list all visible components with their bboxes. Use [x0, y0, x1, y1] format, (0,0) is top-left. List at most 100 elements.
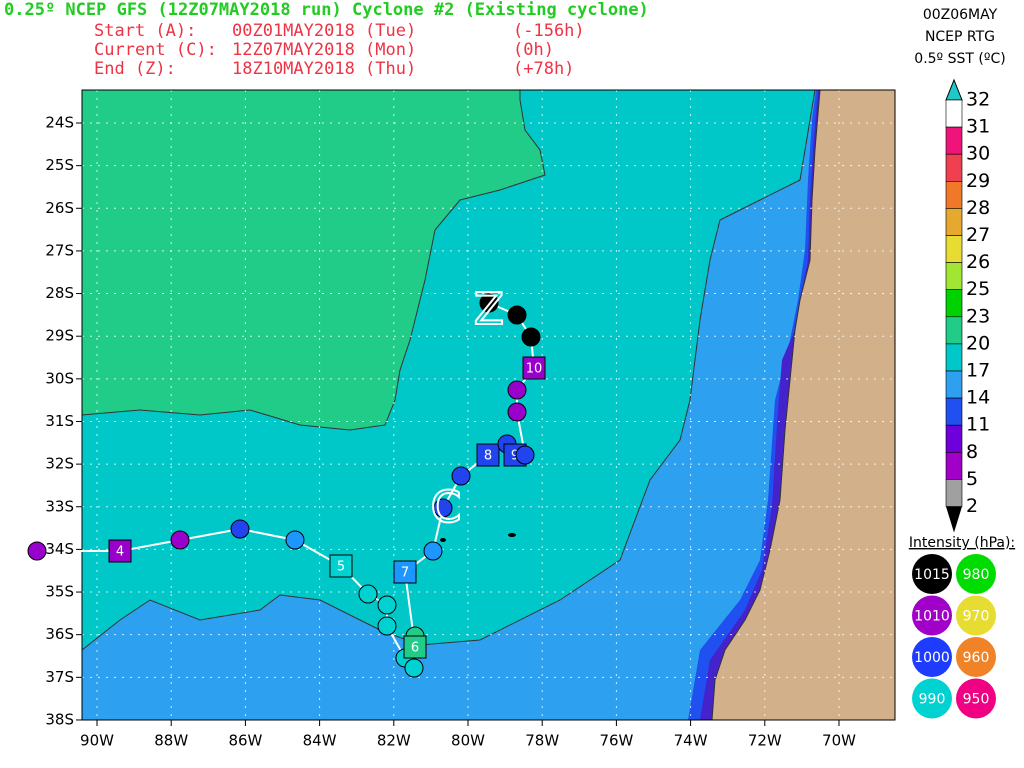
track-square	[393, 560, 417, 584]
lon-label: 86W	[228, 732, 262, 750]
track-square	[476, 443, 500, 467]
header-label: Start (A):	[94, 21, 196, 41]
track-label: 10	[526, 362, 543, 377]
sst-20-23	[82, 90, 546, 431]
colorbar-box	[945, 479, 963, 507]
track-square	[403, 635, 427, 659]
grid	[82, 90, 895, 721]
track-point	[377, 616, 397, 636]
lat-label: 31S	[45, 412, 74, 430]
intensity-legend: 1015 980 1010 970 1000 960 990 950	[912, 554, 996, 719]
track-point	[358, 584, 378, 604]
track: 4 5 6 7 8 9 10 C Z	[27, 283, 546, 678]
colorbar-label: 23	[966, 305, 990, 327]
colorbar-label: 25	[966, 278, 990, 300]
intensity-swatch	[912, 595, 952, 636]
header-offset: (+78h)	[513, 59, 574, 79]
track-label: 7	[401, 566, 409, 581]
track-point	[507, 380, 527, 400]
lon-label: 74W	[674, 732, 708, 750]
track-point	[507, 402, 527, 422]
colorbar-label: 8	[966, 441, 978, 463]
lon-label: 78W	[525, 732, 559, 750]
lon-label: 88W	[154, 732, 188, 750]
intensity-label: 990	[919, 692, 946, 708]
header-time: 18Z10MAY2018 (Thu)	[232, 59, 416, 79]
lon-label: 82W	[377, 732, 411, 750]
colorbar-label: 17	[966, 360, 990, 382]
intensity-swatch	[912, 637, 952, 677]
colorbar-label: 32	[966, 89, 990, 111]
track-point	[404, 658, 424, 678]
lon-label: 70W	[822, 732, 856, 750]
track-point	[507, 305, 527, 325]
lat-label: 29S	[45, 327, 74, 345]
colorbar: 32 31 30 29 28 27 26 25 23 20 17 14 11 8 5 2	[945, 78, 990, 533]
colorbar-box	[945, 343, 963, 372]
intensity-swatch	[912, 678, 952, 719]
track-square	[108, 539, 132, 563]
lat-label: 32S	[45, 455, 74, 473]
track-label: 4	[116, 545, 124, 560]
lat-label: 27S	[45, 241, 74, 259]
colorbar-label: 31	[966, 116, 990, 138]
lat-label: 34S	[45, 540, 74, 558]
track-point	[479, 293, 499, 313]
colorbar-label: 27	[966, 224, 990, 246]
colorbar-box	[945, 262, 963, 291]
track-point	[285, 530, 305, 550]
intensity-swatch	[956, 595, 996, 636]
sst-14-17	[82, 90, 895, 720]
colorbar-label: 26	[966, 251, 990, 273]
header-time: 00Z01MAY2018 (Tue)	[232, 21, 416, 41]
lon-label: 80W	[451, 732, 485, 750]
header-offset: (0h)	[513, 40, 554, 60]
track-square	[329, 554, 353, 578]
colorbar-box	[945, 289, 963, 318]
colorbar-label: 14	[966, 387, 990, 409]
colorbar-label: 28	[966, 197, 990, 219]
colorbar-box	[945, 153, 963, 182]
colorbar-box	[945, 370, 963, 399]
colorbar-box	[945, 181, 963, 209]
track-point	[521, 327, 541, 347]
colorbar-box	[945, 397, 963, 426]
island	[440, 538, 446, 542]
colorbar-label: 30	[966, 143, 990, 165]
lat-label: 28S	[45, 284, 74, 302]
track-point	[433, 498, 453, 518]
lon-label: 76W	[599, 732, 633, 750]
sst-date: 00Z06MAY	[923, 7, 998, 23]
frame	[81, 89, 896, 721]
track-label: 5	[337, 560, 345, 575]
colorbar-top	[945, 78, 963, 101]
colorbar-box	[945, 126, 963, 155]
map	[82, 90, 895, 720]
colorbar-box	[945, 316, 963, 345]
intensity-label: 970	[963, 609, 990, 625]
intensity-label: 950	[963, 692, 990, 708]
track-point	[27, 541, 47, 561]
colorbar-box	[945, 424, 963, 453]
lat-label: 38S	[45, 710, 74, 728]
track-letter: C	[431, 482, 462, 533]
colorbar-bottom	[946, 506, 962, 533]
track-point	[170, 530, 190, 550]
lat-label: 36S	[45, 625, 74, 643]
lon-label: 90W	[80, 732, 114, 750]
colorbar-label: 20	[966, 332, 990, 354]
track-point	[230, 519, 250, 539]
title: 0.25º NCEP GFS (12Z07MAY2018 run) Cyclon…	[4, 0, 649, 20]
track-square	[522, 356, 546, 380]
lat-label: 24S	[45, 114, 74, 132]
intensity-label: 1000	[914, 650, 950, 666]
colorbar-box	[945, 99, 963, 128]
intensity-swatch	[912, 554, 952, 594]
intensity-title: Intensity (hPa):	[909, 535, 1015, 551]
lon-label: 72W	[748, 732, 782, 750]
header-label: End (Z):	[94, 59, 176, 79]
lon-label: 84W	[303, 732, 337, 750]
track-point	[515, 445, 535, 465]
island	[508, 533, 516, 537]
